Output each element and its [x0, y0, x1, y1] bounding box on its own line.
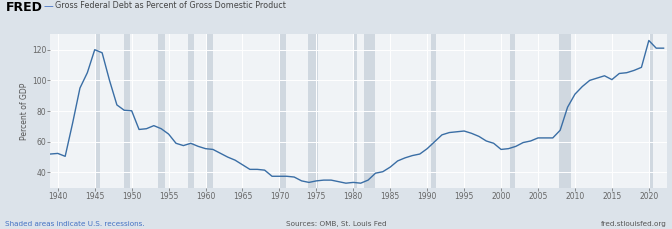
Text: Shaded areas indicate U.S. recessions.: Shaded areas indicate U.S. recessions. [5, 221, 145, 227]
Bar [95, 34, 100, 188]
Bar [431, 34, 436, 188]
Bar [124, 34, 130, 188]
Bar [187, 34, 194, 188]
Bar [353, 34, 357, 188]
Bar [559, 34, 571, 188]
Text: Gross Federal Debt as Percent of Gross Domestic Product: Gross Federal Debt as Percent of Gross D… [55, 1, 286, 10]
Bar [364, 34, 375, 188]
Bar [510, 34, 515, 188]
Bar [207, 34, 213, 188]
Text: Sources: OMB, St. Louis Fed: Sources: OMB, St. Louis Fed [286, 221, 386, 227]
Bar [308, 34, 318, 188]
Y-axis label: Percent of GDP: Percent of GDP [20, 82, 29, 140]
Bar [157, 34, 165, 188]
Bar [649, 34, 653, 188]
Text: FRED: FRED [5, 1, 42, 14]
Text: —: — [44, 1, 54, 11]
Text: fred.stlouisfed.org: fred.stlouisfed.org [601, 221, 667, 227]
Bar [279, 34, 286, 188]
